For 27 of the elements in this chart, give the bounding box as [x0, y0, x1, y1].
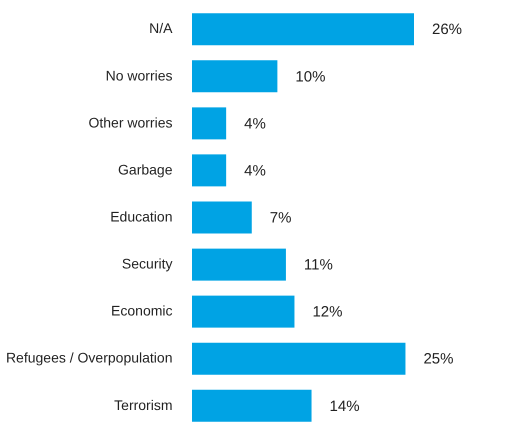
y-tick-label: Other worries — [88, 114, 172, 130]
bar — [192, 107, 226, 140]
bar — [192, 390, 312, 422]
bar — [192, 13, 414, 46]
data-label: 25% — [423, 350, 454, 368]
data-label: 4% — [244, 115, 266, 132]
bar — [192, 154, 226, 186]
data-label: 10% — [295, 68, 326, 86]
y-tick-label: N/A — [149, 20, 174, 36]
bar — [192, 202, 252, 234]
data-label: 12% — [312, 304, 342, 321]
bar — [192, 296, 294, 328]
data-label: 11% — [304, 256, 333, 274]
bar — [192, 60, 278, 92]
y-tick-label: No worries — [106, 67, 172, 84]
data-label: 14% — [330, 398, 360, 415]
y-tick-label: Garbage — [118, 161, 173, 178]
y-tick-label: Refugees / Overpopulation — [6, 350, 172, 366]
y-tick-label: Security — [122, 256, 172, 272]
y-tick-label: Terrorism — [114, 396, 172, 413]
y-tick-label: Economic — [111, 302, 172, 319]
bar — [192, 342, 406, 375]
data-label: 7% — [270, 210, 292, 226]
data-label: 4% — [244, 162, 266, 180]
data-label: 26% — [432, 21, 462, 38]
y-tick-label: Education — [110, 208, 172, 224]
bar — [192, 248, 286, 281]
